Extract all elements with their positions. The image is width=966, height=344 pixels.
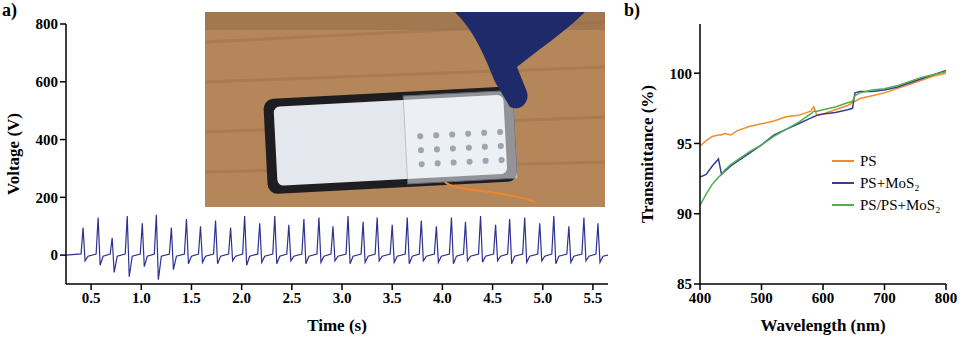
svg-text:0.5: 0.5 (82, 290, 101, 306)
svg-text:85: 85 (677, 276, 692, 292)
svg-text:400: 400 (689, 290, 712, 306)
svg-text:600: 600 (812, 290, 835, 306)
svg-text:200: 200 (36, 190, 59, 206)
html-text:Wavelength (nm): Wavelength (nm) (760, 316, 886, 335)
svg-text:5.0: 5.0 (533, 290, 552, 306)
svg-text:600: 600 (36, 74, 59, 90)
html-text:Voltage (V): Voltage (V) (4, 113, 23, 195)
html-text:b): b) (624, 0, 640, 20)
svg-text:3.5: 3.5 (383, 290, 402, 306)
svg-text:1.0: 1.0 (132, 290, 151, 306)
svg-text:90: 90 (677, 206, 692, 222)
svg-text:400: 400 (36, 132, 59, 148)
svg-text:4.5: 4.5 (483, 290, 502, 306)
html-text:Time (s): Time (s) (307, 316, 367, 335)
svg-text:1.5: 1.5 (182, 290, 201, 306)
svg-text:4.0: 4.0 (433, 290, 452, 306)
svg-text:3.0: 3.0 (333, 290, 352, 306)
svg-text:500: 500 (750, 290, 773, 306)
html-text:Transmittance (%): Transmittance (%) (638, 85, 657, 223)
svg-text:700: 700 (873, 290, 896, 306)
svg-text:800: 800 (935, 290, 958, 306)
svg-text:2.0: 2.0 (232, 290, 251, 306)
svg-text:0: 0 (51, 247, 59, 263)
svg-text:95: 95 (677, 136, 692, 152)
svg-text:800: 800 (36, 16, 59, 32)
html-text:PS/PS+MoS₂: PS/PS+MoS₂ (860, 196, 941, 213)
html-text:a): a) (2, 0, 17, 20)
html-text:PS+MoS₂: PS+MoS₂ (860, 174, 920, 191)
html-text:PS: PS (860, 152, 877, 169)
svg-text:2.5: 2.5 (282, 290, 301, 306)
svg-text:5.5: 5.5 (584, 290, 603, 306)
svg-text:100: 100 (670, 66, 693, 82)
